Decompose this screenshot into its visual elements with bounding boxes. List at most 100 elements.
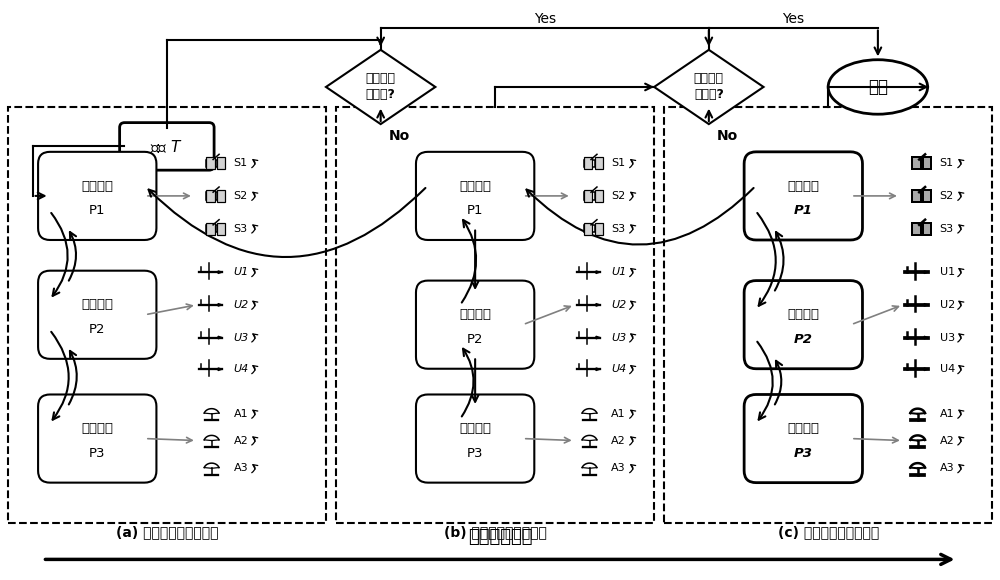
FancyArrowPatch shape [630,465,636,473]
FancyBboxPatch shape [38,152,156,240]
Text: (b) 规划中心内部合同网: (b) 规划中心内部合同网 [444,525,546,539]
Polygon shape [596,271,600,273]
Bar [584,223,592,234]
Bar [206,160,217,167]
Text: P2: P2 [89,323,106,336]
Text: 结束: 结束 [868,78,888,96]
FancyArrowPatch shape [958,269,964,277]
Bar [206,192,217,200]
FancyArrowPatch shape [630,365,636,374]
Bar [923,157,931,169]
FancyArrowPatch shape [252,225,258,233]
FancyArrowPatch shape [252,193,258,200]
Polygon shape [218,368,222,371]
FancyBboxPatch shape [416,281,534,369]
FancyArrowPatch shape [630,269,636,277]
FancyArrowPatch shape [630,160,636,168]
Polygon shape [924,368,928,371]
Text: U2: U2 [233,300,249,310]
FancyArrowPatch shape [958,160,964,168]
Polygon shape [218,336,222,339]
Text: A3: A3 [233,463,248,473]
Text: 规划中心: 规划中心 [787,422,819,435]
Bar [912,160,923,167]
FancyArrowPatch shape [527,188,754,245]
FancyArrowPatch shape [757,213,776,306]
Polygon shape [218,303,222,306]
FancyBboxPatch shape [416,394,534,483]
Text: 任务 $T$: 任务 $T$ [150,138,183,155]
Text: 规划中心: 规划中心 [459,422,491,435]
Bar [206,225,217,233]
FancyArrowPatch shape [252,437,258,445]
Text: S1: S1 [940,158,954,168]
Text: A1: A1 [611,409,626,419]
Text: 所有任务
被完成?: 所有任务 被完成? [694,72,724,102]
Bar [912,223,921,234]
Bar [923,190,931,202]
Polygon shape [924,271,928,273]
Bar [912,190,921,202]
Bar [584,157,592,169]
Text: U1: U1 [611,267,627,277]
Text: P1: P1 [794,204,813,218]
FancyArrowPatch shape [252,365,258,374]
Text: A2: A2 [940,436,954,445]
Polygon shape [924,303,928,306]
Text: S2: S2 [611,191,626,201]
Text: S2: S2 [940,191,954,201]
Polygon shape [596,336,600,339]
Bar [923,223,931,234]
Text: A2: A2 [611,436,626,445]
Text: U4: U4 [611,364,627,374]
FancyBboxPatch shape [744,281,862,369]
Text: 规划中心: 规划中心 [787,179,819,193]
Text: No: No [389,129,410,143]
FancyArrowPatch shape [252,160,258,168]
Bar [584,225,595,233]
Bar [595,190,603,202]
FancyArrowPatch shape [252,301,258,309]
FancyArrowPatch shape [958,225,964,233]
Bar [336,107,654,523]
FancyArrowPatch shape [958,193,964,200]
FancyArrowPatch shape [958,465,964,473]
FancyArrowPatch shape [630,437,636,445]
FancyArrowPatch shape [472,359,478,402]
Text: P2: P2 [794,333,813,346]
Text: U4: U4 [940,364,955,374]
Polygon shape [596,303,600,306]
FancyArrowPatch shape [69,351,77,404]
Text: S3: S3 [611,224,626,234]
FancyArrowPatch shape [51,213,68,296]
Text: S2: S2 [233,191,248,201]
Text: U4: U4 [233,364,249,374]
FancyArrowPatch shape [775,361,782,404]
Text: 规划中心: 规划中心 [459,179,491,193]
Bar [584,190,592,202]
FancyArrowPatch shape [630,301,636,309]
Text: A1: A1 [233,409,248,419]
Text: U3: U3 [611,332,627,343]
Bar [584,192,595,200]
Text: 规划中心: 规划中心 [787,308,819,321]
Bar [584,160,595,167]
Text: S1: S1 [611,158,626,168]
Polygon shape [596,368,600,371]
FancyBboxPatch shape [416,152,534,240]
FancyArrowPatch shape [149,188,425,257]
FancyArrowPatch shape [630,410,636,418]
FancyArrowPatch shape [252,269,258,277]
Text: P2: P2 [467,333,483,346]
Text: U2: U2 [940,300,955,310]
Text: 所有任务
被完成?: 所有任务 被完成? [366,72,396,102]
FancyArrowPatch shape [958,437,964,445]
Text: U3: U3 [233,332,249,343]
Text: P1: P1 [89,204,106,218]
Text: 规划中心: 规划中心 [81,422,113,435]
FancyArrowPatch shape [462,349,474,416]
FancyBboxPatch shape [744,152,862,240]
Bar [217,157,225,169]
FancyArrowPatch shape [630,225,636,233]
Bar [595,223,603,234]
